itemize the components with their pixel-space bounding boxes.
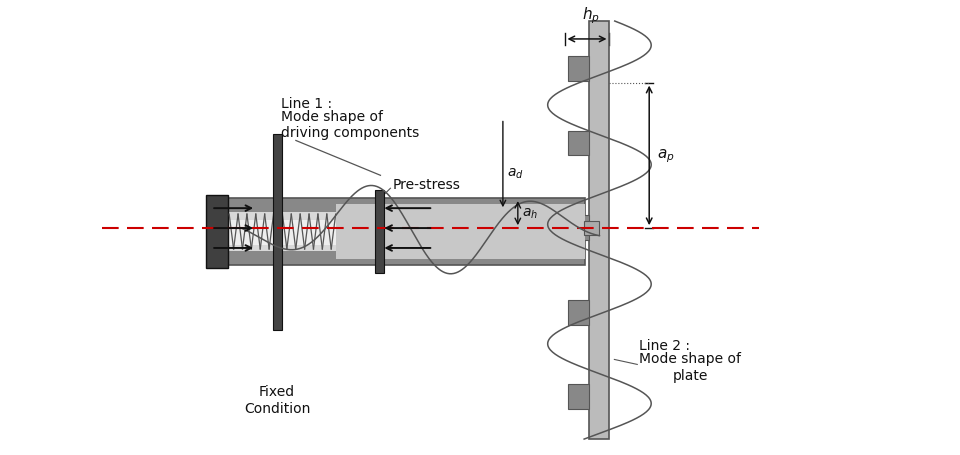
Text: $a_h$: $a_h$ xyxy=(522,207,538,221)
Text: Line 1 :: Line 1 : xyxy=(281,96,332,111)
Text: Line 2 :: Line 2 : xyxy=(639,338,690,352)
Text: $a_p$: $a_p$ xyxy=(658,147,675,165)
Bar xyxy=(567,131,589,156)
Text: Mode shape of
plate: Mode shape of plate xyxy=(639,352,741,382)
Text: $a_d$: $a_d$ xyxy=(507,166,523,180)
Bar xyxy=(584,222,599,236)
Text: Fixed
Condition: Fixed Condition xyxy=(244,384,310,415)
Text: $h_p$: $h_p$ xyxy=(582,5,600,26)
Bar xyxy=(567,216,589,241)
Bar xyxy=(221,221,574,245)
Bar xyxy=(567,300,589,325)
Bar xyxy=(206,196,228,268)
Bar xyxy=(589,22,610,439)
Bar xyxy=(375,191,384,273)
Bar xyxy=(567,384,589,410)
Text: Mode shape of
driving components: Mode shape of driving components xyxy=(281,109,420,140)
Bar xyxy=(567,57,589,81)
Bar xyxy=(221,212,574,252)
Bar xyxy=(211,199,585,265)
Bar xyxy=(273,134,282,330)
Bar xyxy=(336,205,585,259)
Text: Pre-stress: Pre-stress xyxy=(393,178,460,192)
